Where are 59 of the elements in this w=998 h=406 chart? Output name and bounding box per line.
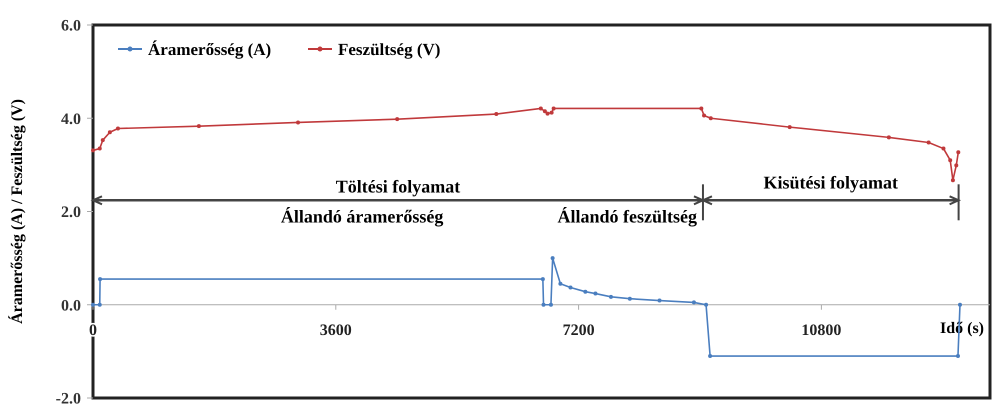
point — [593, 292, 598, 296]
point — [91, 148, 95, 152]
point — [196, 124, 201, 128]
point — [926, 140, 931, 144]
point — [550, 256, 555, 260]
point — [956, 354, 960, 358]
point — [708, 354, 712, 358]
point — [699, 106, 704, 110]
y-tick-label: 2.0 — [61, 204, 81, 222]
point — [91, 302, 95, 307]
y-axis-title: Áramerősség (A) / Feszültség (V) — [8, 99, 26, 324]
point — [552, 106, 556, 110]
legend-label: Feszültség (V) — [338, 40, 440, 59]
y-tick-label: 6.0 — [61, 18, 81, 35]
point — [958, 302, 962, 307]
annotation: Kisütési folyamat — [764, 172, 898, 192]
point — [540, 277, 545, 282]
point — [583, 290, 588, 294]
point — [558, 282, 562, 286]
y-tick-label: 4.0 — [61, 110, 81, 128]
point — [296, 120, 300, 124]
point — [98, 302, 102, 307]
point — [692, 300, 696, 304]
point — [658, 298, 662, 303]
point — [956, 150, 960, 154]
point — [704, 302, 708, 307]
point — [950, 178, 955, 182]
point — [100, 138, 105, 142]
point — [628, 296, 632, 301]
point — [941, 146, 946, 151]
point — [108, 130, 112, 134]
x-tick-label: 7200 — [562, 322, 595, 339]
legend-label: Áramerősség (A) — [148, 40, 272, 59]
annotation: Töltési folyamat — [336, 176, 460, 196]
point — [116, 126, 120, 131]
x-tick-label: 10800 — [801, 322, 842, 339]
x-tick-label: 3600 — [320, 322, 352, 339]
point — [886, 135, 891, 140]
annotation: Állandó áramerősség — [280, 206, 444, 226]
point — [538, 106, 543, 110]
point — [568, 286, 572, 290]
point — [542, 109, 547, 114]
point — [98, 146, 102, 151]
point — [98, 277, 102, 282]
point — [608, 294, 613, 299]
point — [546, 112, 550, 116]
point — [708, 116, 713, 120]
annotation: Állandó feszültség — [557, 206, 697, 226]
y-tick-label: -2.0 — [56, 390, 81, 406]
point — [948, 158, 952, 162]
point — [548, 302, 553, 307]
point — [702, 113, 706, 118]
point — [788, 125, 792, 130]
point — [550, 110, 554, 115]
point — [395, 117, 400, 122]
point — [954, 163, 958, 168]
y-tick-label: 0.0 — [61, 297, 81, 314]
point — [542, 302, 546, 307]
point — [494, 112, 498, 116]
